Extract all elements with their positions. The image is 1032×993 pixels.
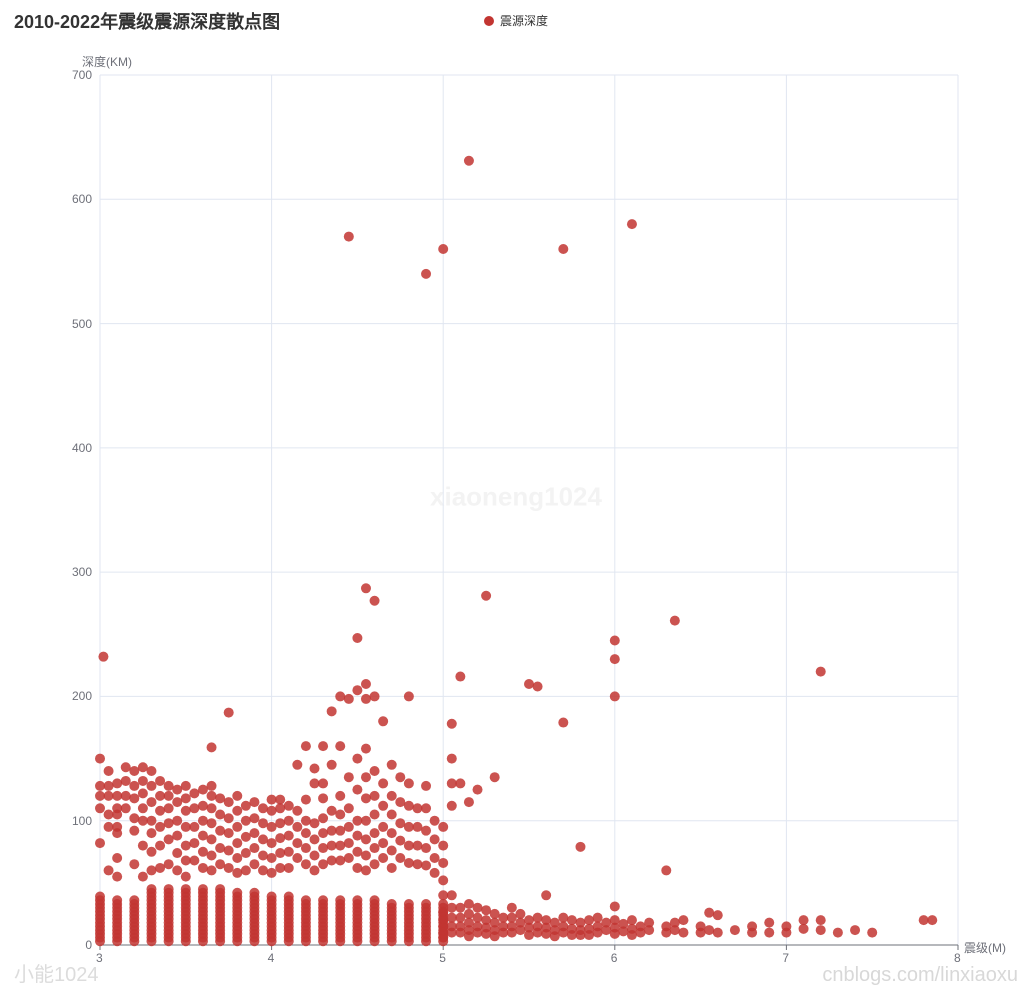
scatter-svg <box>100 75 958 945</box>
y-tick-label: 0 <box>85 938 92 952</box>
x-tick-label: 6 <box>611 951 618 965</box>
chart-title: 2010-2022年震级震源深度散点图 <box>14 8 280 34</box>
y-tick-label: 300 <box>72 565 92 579</box>
y-tick-label: 100 <box>72 814 92 828</box>
legend[interactable]: 震源深度 <box>484 12 548 29</box>
x-tick-label: 7 <box>782 951 789 965</box>
y-tick-label: 400 <box>72 441 92 455</box>
watermark-bottom-left: 小能1024 <box>14 958 99 987</box>
y-tick-label: 600 <box>72 192 92 206</box>
chart-container: 2010-2022年震级震源深度散点图 震源深度 深度(KM) 震级(M) xi… <box>0 0 1032 993</box>
y-tick-label: 200 <box>72 689 92 703</box>
legend-marker-icon <box>484 16 494 26</box>
plot-area <box>100 75 958 945</box>
x-axis-title: 震级(M) <box>964 939 1006 956</box>
watermark-bottom-right: cnblogs.com/linxiaoxu <box>822 964 1018 987</box>
x-tick-label: 3 <box>96 951 103 965</box>
x-tick-label: 8 <box>954 951 961 965</box>
y-tick-label: 500 <box>72 317 92 331</box>
x-tick-label: 4 <box>268 951 275 965</box>
y-tick-label: 700 <box>72 68 92 82</box>
x-tick-label: 5 <box>439 951 446 965</box>
legend-label: 震源深度 <box>500 12 548 29</box>
